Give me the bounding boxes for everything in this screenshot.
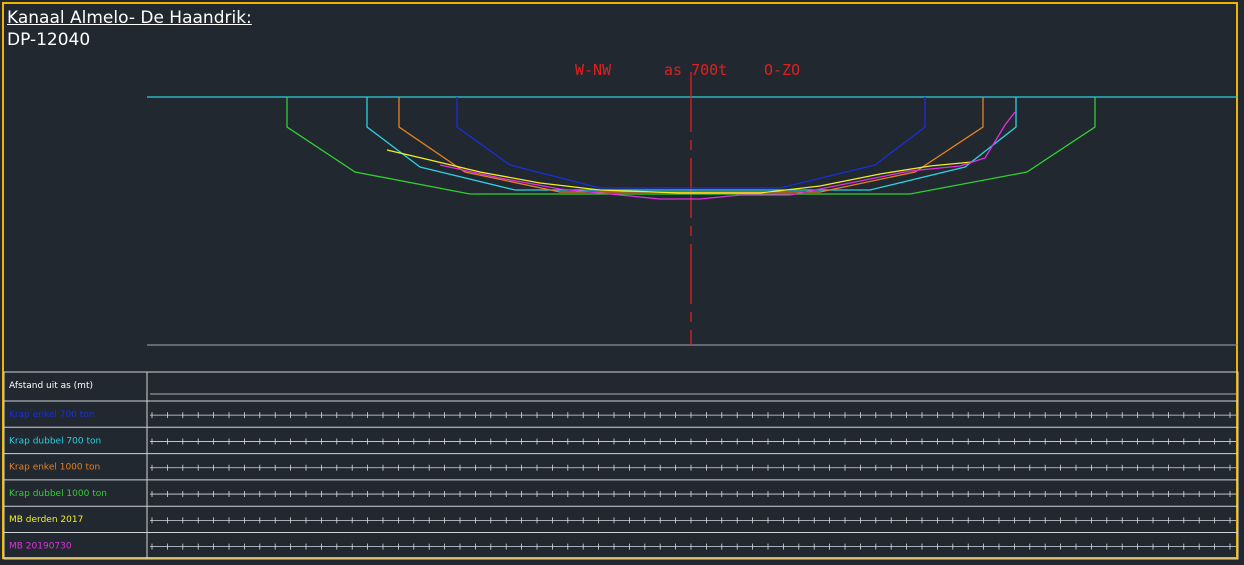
profile-table: Afstand uit as (mt) Krap enkel 700 tonKr… [3,371,1239,560]
profile-line-2 [366,97,1017,191]
table-row-label-5: MB derden 2017 [9,515,83,525]
table-row-label-3: Krap enkel 1000 ton [9,463,100,473]
table-rows: Krap enkel 700 ton Krap dubbel 700 ton Kra… [4,400,1238,552]
profile-line-6 [439,111,1016,200]
table-ticks [150,393,1236,550]
profile-line-1 [456,97,926,189]
table-row-label-6: MB 20190730 [9,542,72,552]
profile-line-4 [286,97,1096,195]
drawing-frame [2,2,1238,559]
table-row-label-4: Krap dubbel 1000 ton [9,489,107,499]
profile-line-3 [398,97,984,193]
table-header-label: Afstand uit as (mt) [9,381,93,391]
profile-lines [286,97,1096,200]
drawing-subtitle: DP-12040 [7,30,91,50]
table-row-label-1: Krap enkel 700 ton [9,410,95,420]
table-border [3,371,1239,560]
table-row-label-2: Krap dubbel 700 ton [9,436,101,446]
axis-label-left: W-NW [575,61,612,79]
profile-line-5 [386,149,973,194]
drawing-title: Kanaal Almelo- De Haandrik: [7,8,252,28]
axis-label-right: O-ZO [764,61,800,79]
axis-label-center: as 700t [664,61,727,79]
